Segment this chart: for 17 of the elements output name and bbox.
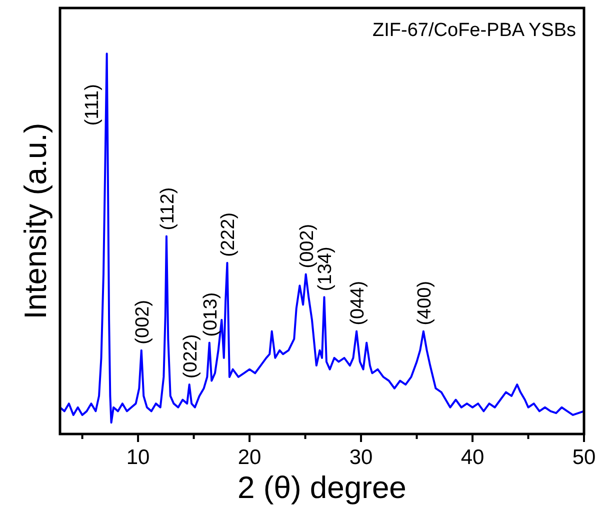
annotation: (002): [132, 300, 154, 344]
annotation: (022): [180, 334, 202, 379]
annotation: (222): [218, 212, 240, 257]
annotation: (002): [296, 224, 318, 268]
annotation: (013): [200, 292, 222, 337]
x-tick-label: 20: [238, 446, 262, 469]
x-axis-title: 2 (θ) degree: [238, 470, 406, 505]
chart-title: ZIF-67/CoFe-PBA YSBs: [372, 20, 576, 41]
x-tick-label: 30: [349, 446, 373, 469]
annotation: (112): [157, 187, 178, 230]
x-tick-label: 40: [460, 446, 484, 469]
x-tick-label: 50: [572, 446, 596, 469]
annotation: (111): [82, 84, 103, 126]
x-tick-label: 10: [126, 446, 150, 469]
y-axis-title: Intensity (a.u.): [18, 122, 53, 320]
annotation: (400): [414, 280, 436, 326]
annotation: (044): [348, 280, 369, 326]
